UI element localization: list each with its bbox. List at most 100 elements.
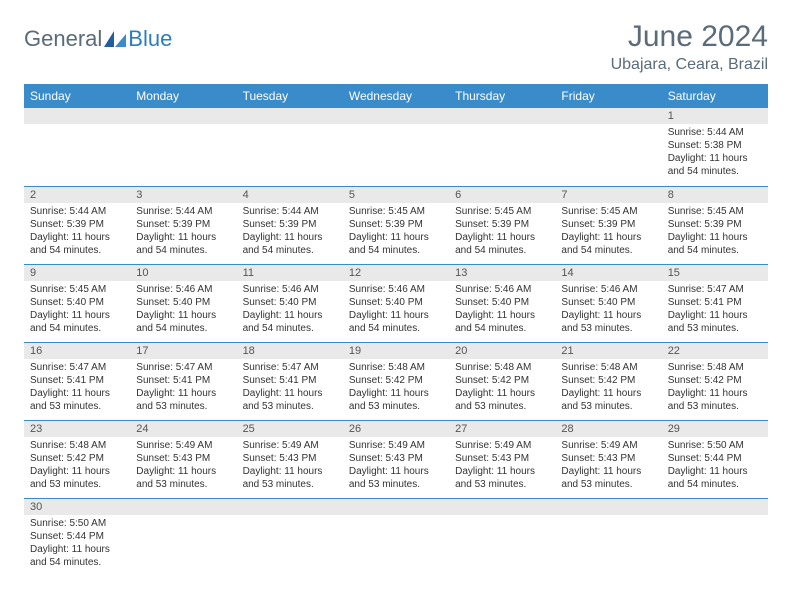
sail-icon xyxy=(104,31,126,47)
calendar-day-cell: 22Sunrise: 5:48 AMSunset: 5:42 PMDayligh… xyxy=(662,342,768,420)
day-details: Sunrise: 5:45 AMSunset: 5:39 PMDaylight:… xyxy=(343,203,449,261)
weekday-header: Sunday xyxy=(24,84,130,108)
day-number: 28 xyxy=(555,421,661,437)
calendar-blank-cell xyxy=(237,108,343,186)
calendar-blank-cell xyxy=(662,498,768,576)
location-label: Ubajara, Ceara, Brazil xyxy=(611,56,768,74)
day-number: 4 xyxy=(237,187,343,203)
weekday-header: Thursday xyxy=(449,84,555,108)
calendar-week-row: 9Sunrise: 5:45 AMSunset: 5:40 PMDaylight… xyxy=(24,264,768,342)
day-number: 14 xyxy=(555,265,661,281)
calendar-day-cell: 9Sunrise: 5:45 AMSunset: 5:40 PMDaylight… xyxy=(24,264,130,342)
day-number: 23 xyxy=(24,421,130,437)
day-details: Sunrise: 5:48 AMSunset: 5:42 PMDaylight:… xyxy=(24,437,130,495)
calendar-day-cell: 5Sunrise: 5:45 AMSunset: 5:39 PMDaylight… xyxy=(343,186,449,264)
calendar-day-cell: 16Sunrise: 5:47 AMSunset: 5:41 PMDayligh… xyxy=(24,342,130,420)
day-number: 12 xyxy=(343,265,449,281)
day-details: Sunrise: 5:46 AMSunset: 5:40 PMDaylight:… xyxy=(237,281,343,339)
calendar-day-cell: 18Sunrise: 5:47 AMSunset: 5:41 PMDayligh… xyxy=(237,342,343,420)
day-details: Sunrise: 5:48 AMSunset: 5:42 PMDaylight:… xyxy=(555,359,661,417)
day-details: Sunrise: 5:44 AMSunset: 5:39 PMDaylight:… xyxy=(130,203,236,261)
day-details: Sunrise: 5:46 AMSunset: 5:40 PMDaylight:… xyxy=(130,281,236,339)
day-number: 30 xyxy=(24,499,130,515)
calendar-day-cell: 10Sunrise: 5:46 AMSunset: 5:40 PMDayligh… xyxy=(130,264,236,342)
calendar-blank-cell xyxy=(449,108,555,186)
day-number-bar xyxy=(343,499,449,515)
day-details: Sunrise: 5:45 AMSunset: 5:39 PMDaylight:… xyxy=(555,203,661,261)
day-number: 13 xyxy=(449,265,555,281)
calendar-week-row: 1Sunrise: 5:44 AMSunset: 5:38 PMDaylight… xyxy=(24,108,768,186)
day-details: Sunrise: 5:44 AMSunset: 5:39 PMDaylight:… xyxy=(237,203,343,261)
calendar-day-cell: 8Sunrise: 5:45 AMSunset: 5:39 PMDaylight… xyxy=(662,186,768,264)
header: General Blue June 2024 Ubajara, Ceara, B… xyxy=(24,20,768,74)
weekday-header-row: SundayMondayTuesdayWednesdayThursdayFrid… xyxy=(24,84,768,108)
calendar-day-cell: 20Sunrise: 5:48 AMSunset: 5:42 PMDayligh… xyxy=(449,342,555,420)
day-number: 7 xyxy=(555,187,661,203)
calendar-week-row: 30Sunrise: 5:50 AMSunset: 5:44 PMDayligh… xyxy=(24,498,768,576)
day-number: 2 xyxy=(24,187,130,203)
calendar-day-cell: 2Sunrise: 5:44 AMSunset: 5:39 PMDaylight… xyxy=(24,186,130,264)
calendar-blank-cell xyxy=(130,108,236,186)
calendar-week-row: 2Sunrise: 5:44 AMSunset: 5:39 PMDaylight… xyxy=(24,186,768,264)
day-details: Sunrise: 5:50 AMSunset: 5:44 PMDaylight:… xyxy=(24,515,130,573)
calendar-day-cell: 23Sunrise: 5:48 AMSunset: 5:42 PMDayligh… xyxy=(24,420,130,498)
day-details: Sunrise: 5:46 AMSunset: 5:40 PMDaylight:… xyxy=(343,281,449,339)
day-number-bar xyxy=(237,499,343,515)
day-details: Sunrise: 5:46 AMSunset: 5:40 PMDaylight:… xyxy=(555,281,661,339)
calendar-day-cell: 11Sunrise: 5:46 AMSunset: 5:40 PMDayligh… xyxy=(237,264,343,342)
calendar-blank-cell xyxy=(449,498,555,576)
day-details: Sunrise: 5:47 AMSunset: 5:41 PMDaylight:… xyxy=(237,359,343,417)
day-details: Sunrise: 5:47 AMSunset: 5:41 PMDaylight:… xyxy=(662,281,768,339)
day-details: Sunrise: 5:50 AMSunset: 5:44 PMDaylight:… xyxy=(662,437,768,495)
logo: General Blue xyxy=(24,26,172,52)
day-details: Sunrise: 5:47 AMSunset: 5:41 PMDaylight:… xyxy=(130,359,236,417)
calendar-week-row: 23Sunrise: 5:48 AMSunset: 5:42 PMDayligh… xyxy=(24,420,768,498)
day-number: 10 xyxy=(130,265,236,281)
calendar-blank-cell xyxy=(343,108,449,186)
day-number: 15 xyxy=(662,265,768,281)
calendar-day-cell: 21Sunrise: 5:48 AMSunset: 5:42 PMDayligh… xyxy=(555,342,661,420)
day-details: Sunrise: 5:45 AMSunset: 5:39 PMDaylight:… xyxy=(662,203,768,261)
day-number-bar xyxy=(24,108,130,124)
day-number: 25 xyxy=(237,421,343,437)
calendar-day-cell: 15Sunrise: 5:47 AMSunset: 5:41 PMDayligh… xyxy=(662,264,768,342)
logo-text-2: Blue xyxy=(128,26,172,52)
day-details: Sunrise: 5:46 AMSunset: 5:40 PMDaylight:… xyxy=(449,281,555,339)
day-number-bar xyxy=(130,499,236,515)
calendar-day-cell: 24Sunrise: 5:49 AMSunset: 5:43 PMDayligh… xyxy=(130,420,236,498)
calendar-blank-cell xyxy=(130,498,236,576)
day-details: Sunrise: 5:49 AMSunset: 5:43 PMDaylight:… xyxy=(449,437,555,495)
calendar-day-cell: 28Sunrise: 5:49 AMSunset: 5:43 PMDayligh… xyxy=(555,420,661,498)
day-number-bar xyxy=(237,108,343,124)
calendar-day-cell: 12Sunrise: 5:46 AMSunset: 5:40 PMDayligh… xyxy=(343,264,449,342)
logo-text-1: General xyxy=(24,26,102,52)
calendar-day-cell: 29Sunrise: 5:50 AMSunset: 5:44 PMDayligh… xyxy=(662,420,768,498)
day-number-bar xyxy=(555,499,661,515)
day-number-bar xyxy=(449,499,555,515)
weekday-header: Saturday xyxy=(662,84,768,108)
calendar-blank-cell xyxy=(555,108,661,186)
day-number: 11 xyxy=(237,265,343,281)
calendar-blank-cell xyxy=(343,498,449,576)
title-block: June 2024 Ubajara, Ceara, Brazil xyxy=(611,20,768,74)
day-number: 16 xyxy=(24,343,130,359)
calendar-day-cell: 14Sunrise: 5:46 AMSunset: 5:40 PMDayligh… xyxy=(555,264,661,342)
calendar-day-cell: 19Sunrise: 5:48 AMSunset: 5:42 PMDayligh… xyxy=(343,342,449,420)
day-details: Sunrise: 5:44 AMSunset: 5:39 PMDaylight:… xyxy=(24,203,130,261)
day-number: 18 xyxy=(237,343,343,359)
day-number: 1 xyxy=(662,108,768,124)
day-details: Sunrise: 5:49 AMSunset: 5:43 PMDaylight:… xyxy=(237,437,343,495)
weekday-header: Monday xyxy=(130,84,236,108)
page-title: June 2024 xyxy=(611,20,768,54)
day-details: Sunrise: 5:49 AMSunset: 5:43 PMDaylight:… xyxy=(343,437,449,495)
day-number-bar xyxy=(662,499,768,515)
calendar-day-cell: 4Sunrise: 5:44 AMSunset: 5:39 PMDaylight… xyxy=(237,186,343,264)
calendar-day-cell: 6Sunrise: 5:45 AMSunset: 5:39 PMDaylight… xyxy=(449,186,555,264)
day-number: 24 xyxy=(130,421,236,437)
calendar-day-cell: 26Sunrise: 5:49 AMSunset: 5:43 PMDayligh… xyxy=(343,420,449,498)
day-number-bar xyxy=(343,108,449,124)
day-number: 20 xyxy=(449,343,555,359)
day-number: 21 xyxy=(555,343,661,359)
day-details: Sunrise: 5:49 AMSunset: 5:43 PMDaylight:… xyxy=(130,437,236,495)
calendar-table: SundayMondayTuesdayWednesdayThursdayFrid… xyxy=(24,84,768,576)
